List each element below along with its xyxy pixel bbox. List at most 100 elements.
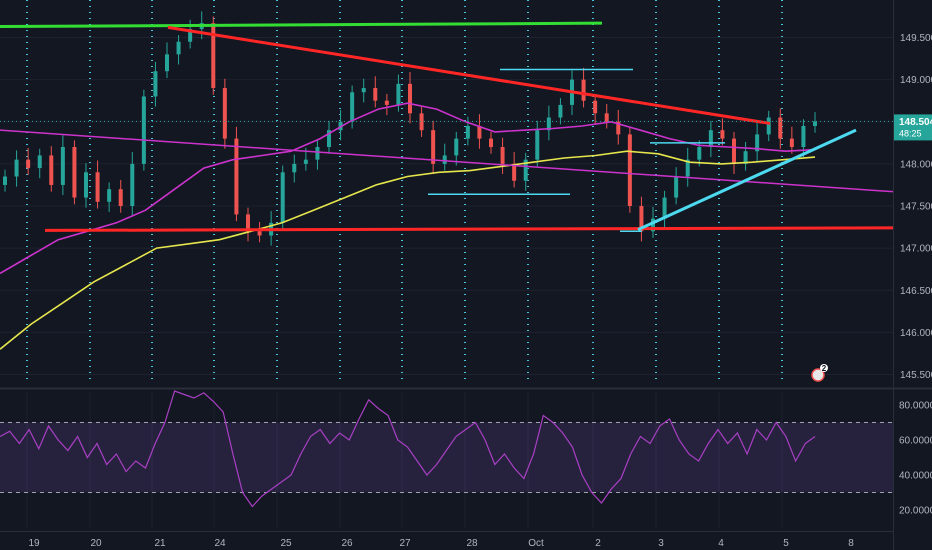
descending-trendline	[167, 25, 771, 125]
time-tick-label: 19	[28, 538, 40, 549]
price-tick-label: 149.000	[900, 75, 932, 86]
candle-body	[431, 130, 436, 164]
time-axis[interactable]: 19 20 21 24 25 26 27 28 Oct 2 3 4 5 8	[28, 538, 854, 549]
time-tick-label: 2	[595, 538, 601, 549]
time-tick-label: 27	[399, 538, 411, 549]
candle-body	[512, 163, 517, 181]
candle-body	[697, 147, 702, 160]
time-tick-label: Oct	[528, 538, 544, 549]
candle-body	[350, 92, 355, 122]
candle-body	[246, 214, 250, 232]
candle-body	[581, 79, 586, 101]
candle-body	[222, 88, 227, 139]
time-tick-label: 20	[90, 538, 102, 549]
event-badge	[811, 368, 825, 382]
candle-body	[396, 83, 401, 105]
current-price-label: 148.504	[899, 117, 932, 128]
time-tick-label: 25	[280, 538, 292, 549]
price-tick-label: 147.000	[900, 244, 932, 255]
candle-body	[801, 125, 806, 148]
candle-body	[789, 138, 794, 148]
candle-body	[442, 155, 447, 164]
candle-body	[84, 172, 88, 198]
candle-body	[384, 100, 389, 105]
candle-body	[3, 176, 7, 185]
rsi-tick-label: 20.0000	[899, 506, 932, 517]
candle-body	[500, 147, 505, 164]
candle-body	[616, 121, 621, 135]
price-axis[interactable]: 149.500149.000148.500148.000147.500147.0…	[894, 33, 932, 517]
countdown-label: 48:25	[899, 128, 922, 138]
rsi-band	[0, 422, 893, 493]
candle-body	[766, 117, 771, 135]
price-tick-label: 148.000	[900, 159, 932, 170]
ma-yellow-line	[0, 150, 816, 350]
price-tick-label: 149.500	[900, 33, 932, 44]
candle-body	[361, 88, 366, 93]
time-tick-label: 5	[783, 538, 789, 549]
candle-body	[153, 71, 158, 97]
candle-body	[523, 159, 528, 181]
candle-body	[95, 172, 100, 202]
candle-body	[639, 206, 644, 232]
top-resistance-line	[0, 21, 603, 29]
candle-body	[280, 172, 285, 223]
candle-body	[14, 159, 19, 177]
rsi-tick-label: 60.0000	[899, 436, 932, 447]
candle-body	[454, 138, 459, 156]
rsi-panel[interactable]	[0, 390, 893, 528]
candle-body	[292, 163, 297, 173]
time-tick-label: 26	[341, 538, 353, 549]
candle-body	[720, 130, 725, 139]
candle-body	[685, 159, 690, 177]
price-tick-label: 147.500	[900, 202, 932, 213]
rsi-tick-label: 80.0000	[899, 401, 932, 412]
event-badge-count: 2	[822, 364, 827, 373]
time-tick-label: 3	[658, 538, 664, 549]
candle-body	[118, 189, 123, 206]
candle-body	[37, 155, 42, 169]
candle-body	[651, 218, 655, 232]
rising-trendline	[637, 128, 857, 231]
time-tick-label: 21	[154, 538, 166, 549]
ma-magenta-line	[0, 102, 816, 275]
time-tick-label: 28	[466, 538, 478, 549]
candle-body	[535, 130, 540, 160]
candle-body	[419, 113, 424, 131]
candle-body	[593, 100, 598, 114]
candle-body	[176, 41, 181, 55]
time-tick-label: 4	[718, 538, 724, 549]
candle-body	[234, 138, 239, 215]
support-line	[44, 226, 894, 232]
candle-body	[373, 88, 378, 101]
candle-body	[26, 159, 31, 169]
candle-body	[604, 113, 609, 122]
candle-body	[489, 138, 493, 148]
candle-body	[211, 23, 216, 89]
candle-body	[165, 54, 169, 72]
time-tick-label: 24	[214, 538, 226, 549]
candle-body	[755, 134, 760, 152]
price-tick-label: 146.500	[900, 286, 932, 297]
candle-body	[662, 197, 667, 219]
candle-body	[813, 121, 817, 126]
candle-body	[732, 138, 736, 164]
event-badge-dot	[820, 364, 828, 372]
candle-body	[708, 130, 713, 148]
candle-body	[141, 96, 146, 164]
candle-body	[627, 134, 632, 206]
rsi-line	[0, 390, 816, 508]
candle-body	[408, 83, 412, 114]
price-tick-label: 145.500	[900, 370, 932, 381]
candle-body	[327, 130, 331, 148]
candle-body	[130, 163, 135, 206]
candle-body	[257, 231, 262, 236]
price-tick-label: 146.000	[900, 328, 932, 339]
candle-body	[674, 176, 679, 198]
rsi-tick-label: 40.0000	[899, 471, 932, 482]
candle-body	[60, 147, 65, 185]
candle-body	[465, 125, 470, 139]
candle-body	[49, 155, 54, 185]
